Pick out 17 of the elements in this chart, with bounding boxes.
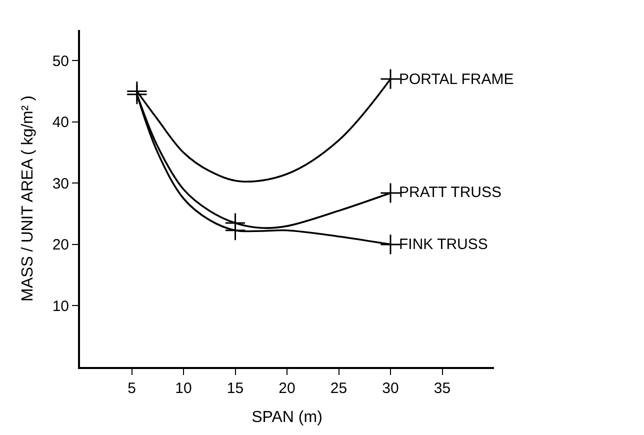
y-tick-label: 10 xyxy=(52,298,69,315)
y-tick-label: 40 xyxy=(52,114,69,132)
x-tick-label: 5 xyxy=(128,380,136,397)
x-tick-label: 35 xyxy=(434,380,451,397)
x-tick-label: 15 xyxy=(226,380,244,397)
series-label: FINK TRUSS xyxy=(399,236,488,253)
x-tick-label: 10 xyxy=(175,380,192,397)
y-tick-label: 20 xyxy=(52,236,69,254)
y-tick-label: 50 xyxy=(52,52,69,70)
x-tick-label: 30 xyxy=(382,380,399,397)
series-label: PRATT TRUSS xyxy=(399,184,502,201)
x-axis-title: SPAN (m) xyxy=(252,409,322,426)
x-tick-label: 25 xyxy=(330,380,348,397)
x-tick-label: 20 xyxy=(278,380,296,397)
y-axis-title: MASS / UNIT AREA ( kg/m² ) xyxy=(20,96,37,302)
series-label: PORTAL FRAME xyxy=(399,71,514,88)
y-tick-label: 30 xyxy=(52,175,69,192)
